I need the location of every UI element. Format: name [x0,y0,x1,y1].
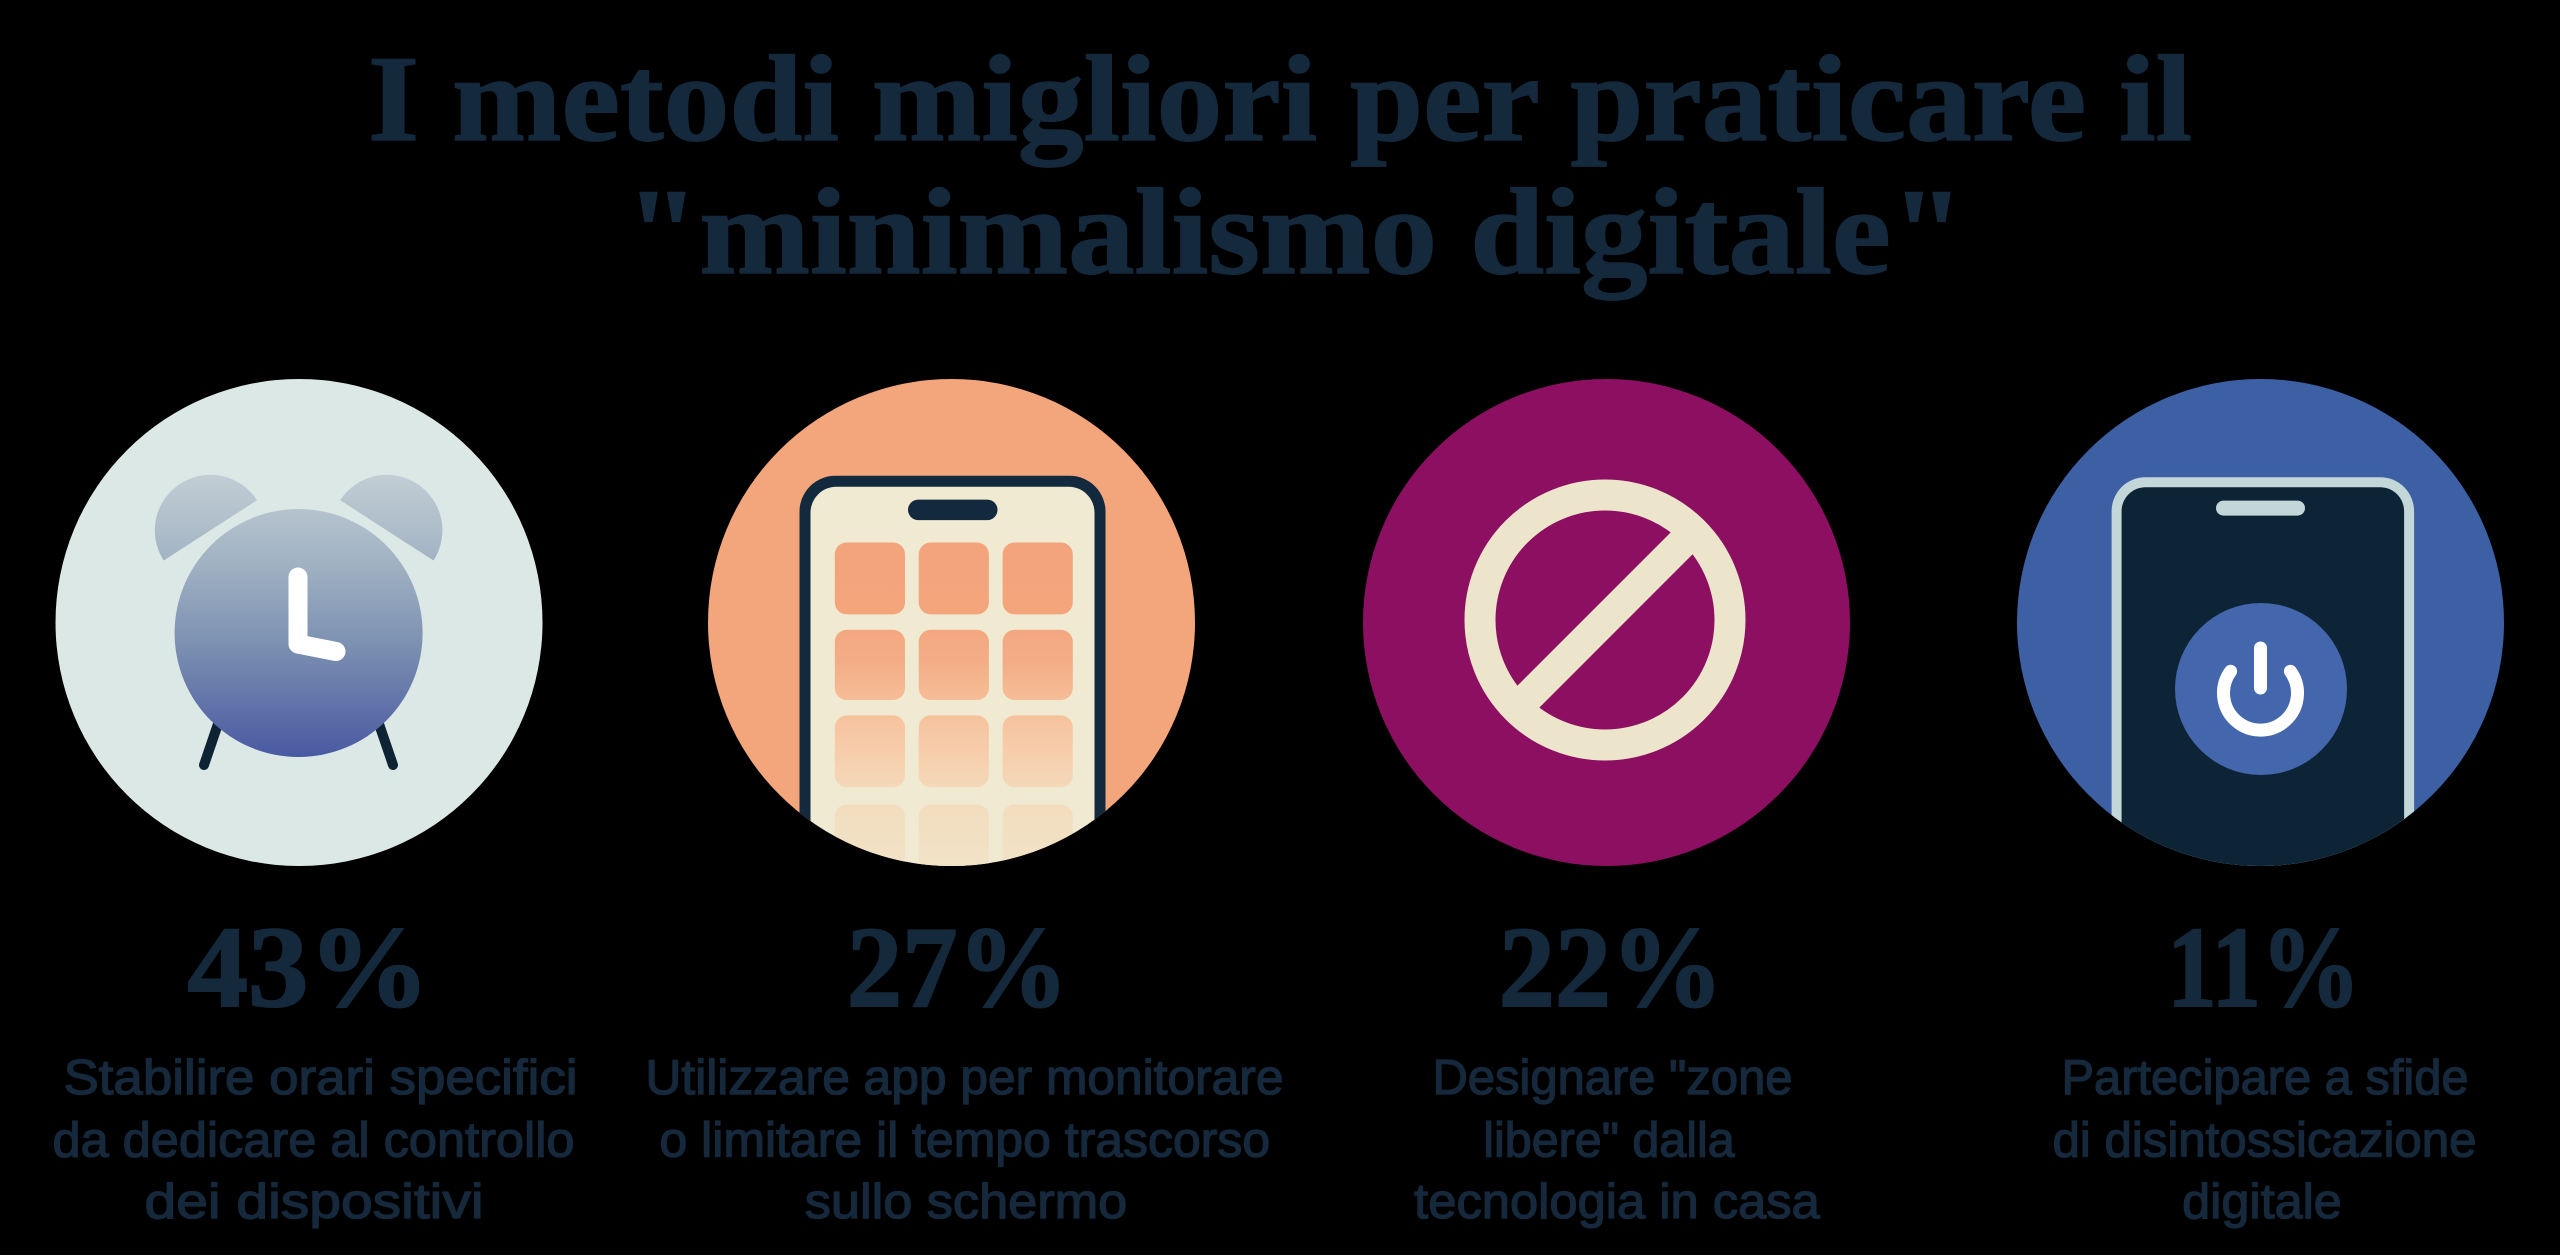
svg-text:Designare "zone: Designare "zone [1433,1051,1793,1105]
svg-text:"minimalismo digitale": "minimalismo digitale" [626,163,1965,300]
svg-text:o limitare il tempo trascorso: o limitare il tempo trascorso [660,1114,1271,1168]
svg-text:da dedicare al controllo: da dedicare al controllo [53,1114,575,1168]
svg-text:Utilizzare app per monitorare: Utilizzare app per monitorare [646,1051,1284,1105]
svg-text:11%: 11% [2167,904,2361,1031]
svg-text:Partecipare a sfide: Partecipare a sfide [2062,1051,2469,1105]
svg-text:27%: 27% [847,904,1069,1031]
svg-text:dei dispositivi: dei dispositivi [145,1175,484,1229]
svg-text:sullo schermo: sullo schermo [805,1175,1128,1229]
svg-text:libere" dalla: libere" dalla [1483,1114,1735,1168]
svg-text:tecnologia in casa: tecnologia in casa [1414,1175,1820,1229]
svg-text:di disintossicazione: di disintossicazione [2053,1114,2477,1168]
svg-text:I metodi migliori per praticar: I metodi migliori per praticare il [368,30,2192,167]
svg-text:43%: 43% [188,904,430,1031]
svg-text:22%: 22% [1499,904,1724,1031]
svg-text:Stabilire orari specifici: Stabilire orari specifici [64,1051,578,1105]
svg-text:digitale: digitale [2182,1175,2342,1229]
